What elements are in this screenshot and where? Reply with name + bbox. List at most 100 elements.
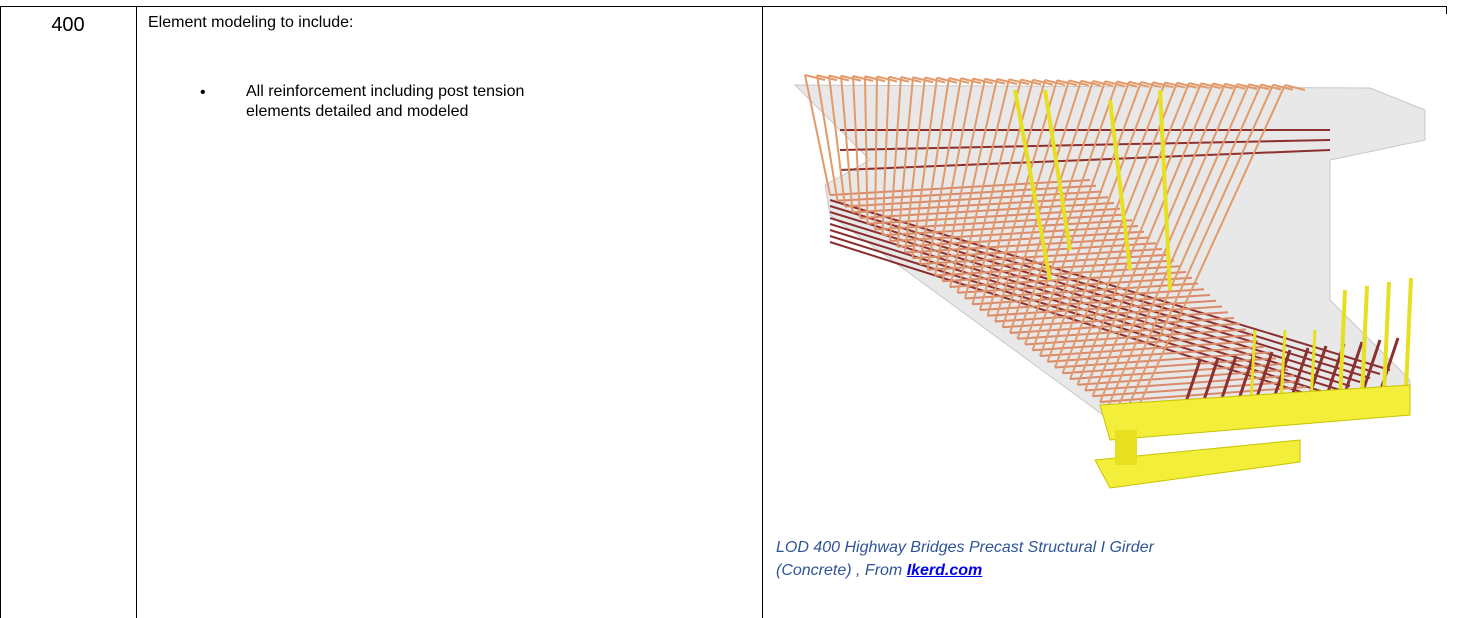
stirrup [1129,84,1286,426]
stirrup [948,77,970,84]
stirrup [986,79,1058,317]
stirrup [1152,81,1174,89]
stirrup [1001,80,1082,328]
stirrup [874,76,878,230]
stirrup [1039,81,1142,357]
stirrup [1164,81,1186,89]
stirrup [912,242,1157,260]
stirrup [1062,357,1277,375]
stirrup [1020,78,1042,86]
stirrup [1114,84,1262,414]
stirrup [912,76,934,84]
stirrup [1084,83,1214,391]
stirrup [941,78,986,282]
stirrup [1284,84,1306,91]
longitudinal-bar [829,241,1321,399]
stirrup [994,80,1070,322]
bullet-item: All reinforcement including post tension… [246,83,525,120]
stirrup [1099,386,1307,403]
stirrup [1092,80,1114,87]
table-border [0,6,1,618]
stirrup [972,77,994,85]
stirrup [904,77,926,253]
stirrup [1024,328,1247,346]
anchor-rod [1338,289,1347,401]
stirrup [1054,82,1166,368]
stirrup [1009,80,1094,334]
table-border [136,6,137,618]
stirrup [1176,81,1198,89]
stirrup [1069,363,1283,380]
stirrup [1106,83,1250,409]
bearing-plate [1099,384,1411,441]
stirrup [1024,81,1118,345]
tendon [1158,89,1172,291]
stirrup [837,184,1097,202]
stirrup [852,75,874,82]
stirrup [1056,79,1078,87]
stirrup [942,265,1181,283]
stirrup [804,74,831,196]
stirrup [1092,380,1301,398]
stirrup [994,305,1223,323]
table-border [762,6,763,618]
stirrup [1061,82,1178,374]
anchor-rod [1360,285,1369,397]
stirrup [1044,79,1066,86]
description: Element modeling to include: [148,14,354,31]
stirrup [1091,83,1226,397]
stirrup [964,79,1022,299]
stirrup [900,76,922,83]
caption-text: LOD 400 Highway Bridges Precast Structur… [776,539,1154,579]
anchor-rod [1404,277,1413,389]
stirrup [1069,82,1190,380]
bullet-marker: • [200,84,206,101]
stirrup [996,78,1018,85]
stirrup [956,79,1010,293]
stirrup [1116,80,1138,88]
stirrup [1080,79,1102,87]
source-link[interactable]: Ikerd.com [906,562,983,579]
girder-image [793,74,1426,489]
stirrup [984,77,1006,85]
tendon [1013,89,1052,281]
figure-caption: LOD 400 Highway Bridges Precast Structur… [776,536,1196,582]
stirrup [924,76,946,84]
reinforcement [804,74,1413,426]
stirrup [888,75,910,83]
stirrup [828,75,846,207]
stirrup [1046,81,1154,363]
table-border [1446,6,1447,14]
anchor-rod [1382,281,1391,393]
stirrup [1017,322,1241,340]
stirrup [889,225,1139,242]
stirrup [934,259,1175,277]
bearing-web [1115,430,1137,465]
stirrup [1032,334,1253,352]
stirrup [936,76,958,84]
stirrup [876,75,898,83]
stirrup [971,79,1034,305]
stirrup [1128,80,1150,88]
stirrup [1104,80,1126,88]
stirrup [904,236,1151,254]
stirrup [919,77,950,265]
lod-level: 400 [51,14,85,36]
stirrup [1039,340,1259,357]
stirrup [934,78,974,276]
table-border [0,6,1447,7]
stirrup [896,77,914,247]
stirrup [816,75,839,201]
stirrup [1140,81,1162,88]
stirrup [867,207,1121,225]
stirrup [840,75,854,213]
longitudinal-bar [839,149,1331,171]
stirrup [889,76,902,242]
tendon [1043,89,1072,251]
tendon [1108,99,1132,271]
stirrup [829,179,1091,196]
stirrup [960,77,982,85]
stirrup [881,76,890,236]
stirrup [1121,84,1274,420]
